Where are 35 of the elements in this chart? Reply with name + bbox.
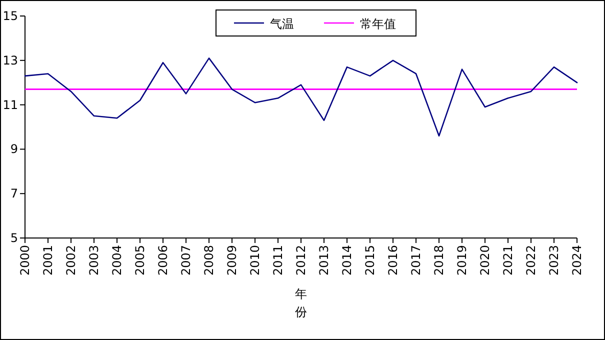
x-tick-label: 2018 (432, 245, 446, 276)
x-tick-label: 2009 (225, 245, 239, 276)
x-tick-label: 2016 (386, 245, 400, 276)
legend-label: 气温 (270, 17, 294, 31)
y-tick-label: 5 (10, 231, 18, 245)
line-series (24, 58, 578, 137)
x-tick-label: 2006 (156, 245, 170, 276)
x-tick-label: 2024 (570, 245, 584, 276)
x-tick-label: 2008 (202, 245, 216, 276)
x-tick-label: 2005 (133, 245, 147, 276)
x-tick-label: 2020 (478, 245, 492, 276)
x-tick-label: 2012 (294, 245, 308, 276)
x-tick-label: 2010 (248, 245, 262, 276)
x-tick-label: 2013 (317, 245, 331, 276)
y-tick-label: 15 (2, 9, 18, 23)
x-tick-label: 2023 (547, 245, 561, 276)
x-tick-label: 2002 (64, 245, 78, 276)
x-tick-label: 2021 (501, 245, 515, 276)
x-tick-label: 2015 (363, 245, 377, 276)
legend-label: 常年值 (360, 17, 396, 31)
y-tick-label: 13 (2, 53, 18, 68)
x-tick-label: 2001 (41, 245, 55, 276)
y-tick-label: 9 (10, 142, 18, 156)
x-tick-label: 2011 (271, 245, 285, 276)
x-tick-label: 2019 (455, 245, 469, 276)
x-axis-title: 年份 (295, 287, 307, 319)
x-tick-label: 2014 (340, 245, 354, 276)
x-tick-label: 2004 (110, 245, 124, 276)
y-tick-label: 11 (2, 98, 18, 112)
y-tick-label: 7 (10, 186, 18, 201)
x-tick-label: 2003 (87, 245, 101, 276)
x-tick-label: 2000 (18, 245, 32, 276)
x-tick-label: 2022 (524, 245, 538, 276)
x-tick-label: 2007 (179, 245, 193, 276)
x-tick-label: 2017 (409, 245, 423, 276)
